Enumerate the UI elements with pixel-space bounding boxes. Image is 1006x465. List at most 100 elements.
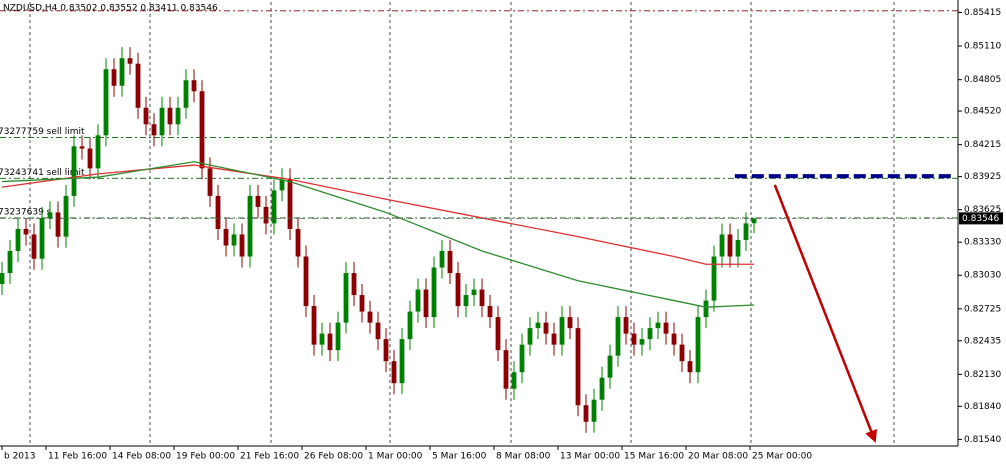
candle-body — [711, 256, 717, 301]
candle-body — [351, 273, 357, 296]
candle-body — [55, 212, 61, 237]
level-label: 73237639 s — [0, 207, 52, 217]
candle-body — [375, 322, 381, 340]
y-tick-label: 0.82435 — [964, 336, 1001, 346]
y-tick-label: 0.85110 — [964, 42, 1001, 52]
x-tick-label: 20 Mar 08:00 — [688, 452, 748, 462]
candle-body — [535, 322, 541, 329]
candle-body — [87, 148, 93, 169]
candle-body — [103, 69, 109, 136]
candle-body — [71, 146, 77, 196]
candle-body — [23, 228, 29, 235]
candle-body — [199, 91, 205, 169]
candle-body — [559, 317, 565, 345]
candle-body — [7, 250, 13, 274]
candle-body — [607, 355, 613, 378]
y-tick-label: 0.82725 — [964, 304, 1001, 314]
x-tick-label: 15 Mar 16:00 — [624, 452, 684, 462]
candle-body — [47, 212, 53, 218]
candle-body — [127, 58, 133, 64]
candle-body — [263, 206, 269, 224]
candle-body — [423, 289, 429, 318]
candle-body — [223, 228, 229, 246]
candle-body — [551, 333, 557, 345]
candle-body — [751, 218, 757, 224]
candle-body — [735, 239, 741, 257]
candle-body — [623, 317, 629, 334]
y-tick-label: 0.83330 — [964, 238, 1001, 248]
candle-body — [327, 333, 333, 351]
candle-body — [167, 107, 173, 125]
candle-body — [599, 377, 605, 400]
level-label: 73243741 sell limit — [0, 168, 85, 178]
x-tick-label: 11 Feb 16:00 — [48, 452, 107, 462]
candle-body — [567, 317, 573, 329]
candle-body — [743, 223, 749, 240]
candle-body — [231, 234, 237, 246]
candle-body — [295, 228, 301, 257]
candle-body — [239, 234, 245, 257]
candle-body — [39, 217, 45, 259]
candle-body — [215, 195, 221, 229]
y-tick-label: 0.81840 — [964, 402, 1001, 412]
candle-body — [511, 372, 517, 389]
candle-body — [687, 361, 693, 373]
current-price-box — [959, 212, 1003, 225]
x-tick-label: 21 Feb 16:00 — [240, 452, 299, 462]
candle-body — [151, 124, 157, 136]
candle-body — [415, 289, 421, 312]
candle-body — [175, 107, 181, 125]
candle-body — [111, 69, 117, 86]
candle-body — [455, 273, 461, 307]
y-tick-label: 0.83625 — [964, 205, 1001, 215]
candle-body — [647, 328, 653, 340]
x-tick-label: 14 Feb 08:00 — [112, 452, 171, 462]
x-tick-label: 26 Feb 08:00 — [304, 452, 363, 462]
current-price-label: 0.83546 — [962, 214, 999, 224]
y-tick-label: 0.83925 — [964, 172, 1001, 182]
candle-body — [207, 168, 213, 196]
candle-body — [135, 63, 141, 108]
y-tick-label: 0.81540 — [964, 435, 1001, 445]
candle-body — [63, 195, 69, 237]
x-tick-label: 25 Mar 00:00 — [752, 452, 812, 462]
candle-body — [503, 350, 509, 389]
candle-body — [447, 250, 453, 274]
y-tick-label: 0.84215 — [964, 140, 1001, 150]
candle-body — [695, 317, 701, 373]
candle-body — [631, 333, 637, 345]
candle-body — [335, 322, 341, 351]
candle-body — [119, 58, 125, 86]
candle-body — [399, 339, 405, 384]
candle-body — [575, 328, 581, 406]
y-tick-label: 0.82130 — [964, 370, 1001, 380]
candle-body — [143, 107, 149, 125]
candle-body — [287, 179, 293, 229]
x-tick-label: b 2013 — [4, 452, 35, 462]
moving-average — [1, 161, 755, 308]
candle-body — [383, 339, 389, 362]
candle-body — [663, 322, 669, 334]
y-tick-label: 0.83030 — [964, 271, 1001, 281]
candle-body — [703, 300, 709, 318]
x-tick-label: 8 Mar 08:00 — [496, 452, 551, 462]
candle-body — [471, 289, 477, 296]
level-label: 73277759 sell limit — [0, 127, 85, 137]
candle-body — [431, 267, 437, 318]
x-tick-label: 13 Mar 00:00 — [560, 452, 620, 462]
x-tick-label: 5 Mar 16:00 — [432, 452, 487, 462]
candle-body — [303, 256, 309, 307]
candle-body — [359, 295, 365, 312]
candle-body — [407, 311, 413, 340]
candle-body — [543, 322, 549, 334]
candle-body — [615, 317, 621, 356]
chart-title: NZDUSD,H4 0.83502 0.83552 0.83411 0.8354… — [3, 4, 218, 14]
candle-body — [591, 399, 597, 422]
candle-body — [639, 339, 645, 345]
candle-body — [0, 273, 5, 285]
candle-body — [95, 135, 101, 169]
candle-body — [463, 295, 469, 307]
candle-body — [183, 80, 189, 108]
